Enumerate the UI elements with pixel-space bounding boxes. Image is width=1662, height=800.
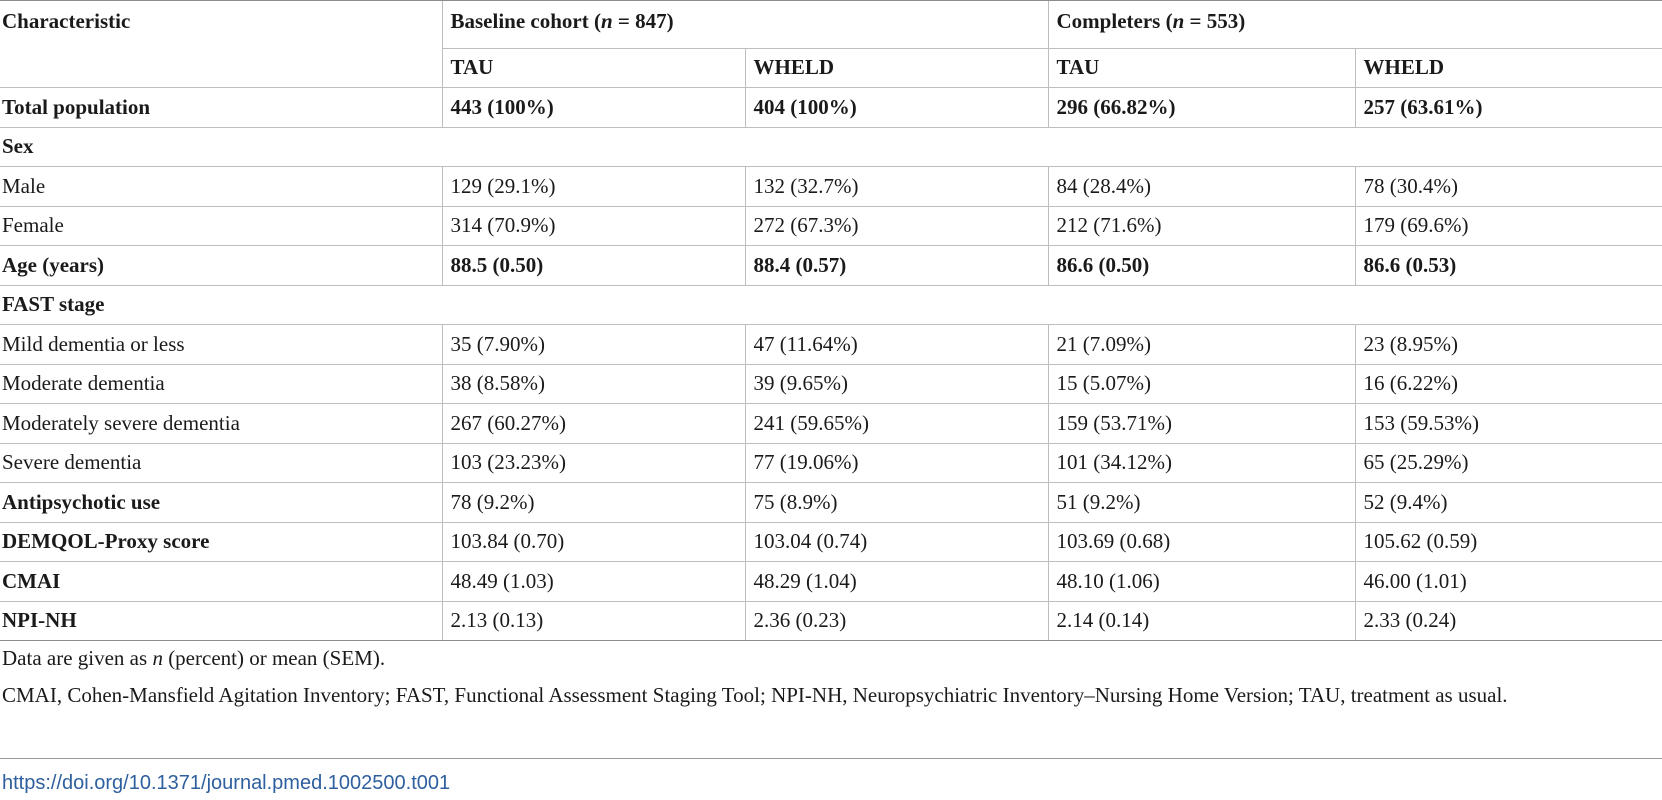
row-label: NPI-NH bbox=[0, 600, 442, 641]
footnote-data-format: Data are given as n (percent) or mean (S… bbox=[2, 646, 386, 670]
cell-completers-wheld: 78 (30.4%) bbox=[1354, 166, 1662, 206]
cell-completers-tau: 159 (53.71%) bbox=[1047, 403, 1356, 443]
cell-baseline-tau: 129 (29.1%) bbox=[441, 166, 745, 206]
row-female: Female 314 (70.9%) 272 (67.3%) 212 (71.6… bbox=[0, 205, 1662, 246]
cell-completers-tau: 84 (28.4%) bbox=[1047, 166, 1356, 206]
cell-completers-wheld: 257 (63.61%) bbox=[1354, 87, 1662, 127]
cell-baseline-wheld: 404 (100%) bbox=[744, 87, 1049, 127]
row-severe-dementia: Severe dementia 103 (23.23%) 77 (19.06%)… bbox=[0, 442, 1662, 483]
cell-baseline-wheld: 39 (9.65%) bbox=[744, 363, 1049, 404]
header-completers-tau: TAU bbox=[1047, 47, 1356, 88]
cell-baseline-tau: 314 (70.9%) bbox=[441, 205, 745, 246]
row-label: Severe dementia bbox=[0, 442, 442, 483]
section-label: Sex bbox=[0, 126, 1662, 167]
row-cmai: CMAI 48.49 (1.03) 48.29 (1.04) 48.10 (1.… bbox=[0, 561, 1662, 601]
footnote-abbreviations: CMAI, Cohen-Mansfield Agitation Inventor… bbox=[2, 683, 1508, 707]
doi-link[interactable]: https://doi.org/10.1371/journal.pmed.100… bbox=[2, 772, 451, 794]
header-row-groups: Characteristic Baseline cohort (n = 847)… bbox=[0, 0, 1662, 88]
row-total-population: Total population 443 (100%) 404 (100%) 2… bbox=[0, 87, 1662, 127]
header-completers: Completers (n = 553) bbox=[1047, 0, 1662, 48]
cell-completers-tau: 48.10 (1.06) bbox=[1047, 561, 1356, 601]
cell-completers-tau: 212 (71.6%) bbox=[1047, 205, 1356, 246]
cell-baseline-wheld: 132 (32.7%) bbox=[744, 166, 1049, 206]
cell-completers-wheld: 16 (6.22%) bbox=[1354, 363, 1662, 404]
cell-baseline-tau: 38 (8.58%) bbox=[441, 363, 745, 404]
cell-baseline-wheld: 75 (8.9%) bbox=[744, 482, 1049, 522]
cell-completers-wheld: 2.33 (0.24) bbox=[1354, 600, 1662, 641]
row-label: Moderately severe dementia bbox=[0, 403, 442, 443]
cell-completers-wheld: 23 (8.95%) bbox=[1354, 324, 1662, 364]
cell-baseline-tau: 267 (60.27%) bbox=[441, 403, 745, 443]
row-label: Age (years) bbox=[0, 245, 442, 285]
row-age: Age (years) 88.5 (0.50) 88.4 (0.57) 86.6… bbox=[0, 245, 1662, 285]
section-label: FAST stage bbox=[0, 284, 1662, 325]
header-baseline-cohort: Baseline cohort (n = 847) bbox=[441, 0, 1049, 48]
cell-completers-wheld: 105.62 (0.59) bbox=[1354, 521, 1662, 562]
row-moderately-severe-dementia: Moderately severe dementia 267 (60.27%) … bbox=[0, 403, 1662, 443]
row-male: Male 129 (29.1%) 132 (32.7%) 84 (28.4%) … bbox=[0, 166, 1662, 206]
header-baseline-wheld: WHELD bbox=[744, 47, 1049, 88]
cell-baseline-wheld: 2.36 (0.23) bbox=[744, 600, 1049, 641]
cell-completers-tau: 51 (9.2%) bbox=[1047, 482, 1356, 522]
cell-baseline-wheld: 272 (67.3%) bbox=[744, 205, 1049, 246]
cell-baseline-tau: 78 (9.2%) bbox=[441, 482, 745, 522]
cell-completers-wheld: 86.6 (0.53) bbox=[1354, 245, 1662, 285]
cell-baseline-tau: 443 (100%) bbox=[441, 87, 745, 127]
footer-divider bbox=[0, 758, 1662, 759]
cell-completers-wheld: 52 (9.4%) bbox=[1354, 482, 1662, 522]
cell-baseline-tau: 88.5 (0.50) bbox=[441, 245, 745, 285]
row-label: Male bbox=[0, 166, 442, 206]
cell-baseline-wheld: 103.04 (0.74) bbox=[744, 521, 1049, 562]
row-label: Female bbox=[0, 205, 442, 246]
cell-baseline-tau: 35 (7.90%) bbox=[441, 324, 745, 364]
cell-completers-tau: 21 (7.09%) bbox=[1047, 324, 1356, 364]
cell-completers-wheld: 46.00 (1.01) bbox=[1354, 561, 1662, 601]
table-footnotes: Data are given as n (percent) or mean (S… bbox=[2, 640, 1652, 713]
row-section-sex: Sex bbox=[0, 126, 1662, 167]
cell-completers-tau: 103.69 (0.68) bbox=[1047, 521, 1356, 562]
row-mild-dementia: Mild dementia or less 35 (7.90%) 47 (11.… bbox=[0, 324, 1662, 364]
row-label: Mild dementia or less bbox=[0, 324, 442, 364]
cell-completers-wheld: 65 (25.29%) bbox=[1354, 442, 1662, 483]
cell-baseline-wheld: 241 (59.65%) bbox=[744, 403, 1049, 443]
row-antipsychotic-use: Antipsychotic use 78 (9.2%) 75 (8.9%) 51… bbox=[0, 482, 1662, 522]
cell-baseline-tau: 2.13 (0.13) bbox=[441, 600, 745, 641]
cell-completers-tau: 2.14 (0.14) bbox=[1047, 600, 1356, 641]
cell-baseline-wheld: 47 (11.64%) bbox=[744, 324, 1049, 364]
cell-completers-tau: 101 (34.12%) bbox=[1047, 442, 1356, 483]
header-characteristic: Characteristic bbox=[0, 0, 442, 88]
row-moderate-dementia: Moderate dementia 38 (8.58%) 39 (9.65%) … bbox=[0, 363, 1662, 404]
characteristics-table: Characteristic Baseline cohort (n = 847)… bbox=[0, 0, 1662, 641]
row-label: Moderate dementia bbox=[0, 363, 442, 404]
row-label: CMAI bbox=[0, 561, 442, 601]
cell-baseline-wheld: 48.29 (1.04) bbox=[744, 561, 1049, 601]
cell-baseline-tau: 103 (23.23%) bbox=[441, 442, 745, 483]
cell-baseline-wheld: 88.4 (0.57) bbox=[744, 245, 1049, 285]
cell-completers-tau: 86.6 (0.50) bbox=[1047, 245, 1356, 285]
header-baseline-tau: TAU bbox=[441, 47, 745, 88]
row-label: DEMQOL-Proxy score bbox=[0, 521, 442, 562]
cell-baseline-wheld: 77 (19.06%) bbox=[744, 442, 1049, 483]
header-row-arms: TAU WHELD TAU WHELD bbox=[0, 47, 1662, 88]
row-section-fast-stage: FAST stage bbox=[0, 284, 1662, 325]
cell-completers-tau: 296 (66.82%) bbox=[1047, 87, 1356, 127]
row-demqol-proxy: DEMQOL-Proxy score 103.84 (0.70) 103.04 … bbox=[0, 521, 1662, 562]
cell-completers-wheld: 153 (59.53%) bbox=[1354, 403, 1662, 443]
row-npi-nh: NPI-NH 2.13 (0.13) 2.36 (0.23) 2.14 (0.1… bbox=[0, 600, 1662, 641]
cell-baseline-tau: 103.84 (0.70) bbox=[441, 521, 745, 562]
cell-completers-tau: 15 (5.07%) bbox=[1047, 363, 1356, 404]
row-label: Total population bbox=[0, 87, 442, 127]
header-completers-wheld: WHELD bbox=[1354, 47, 1662, 88]
cell-completers-wheld: 179 (69.6%) bbox=[1354, 205, 1662, 246]
cell-baseline-tau: 48.49 (1.03) bbox=[441, 561, 745, 601]
row-label: Antipsychotic use bbox=[0, 482, 442, 522]
